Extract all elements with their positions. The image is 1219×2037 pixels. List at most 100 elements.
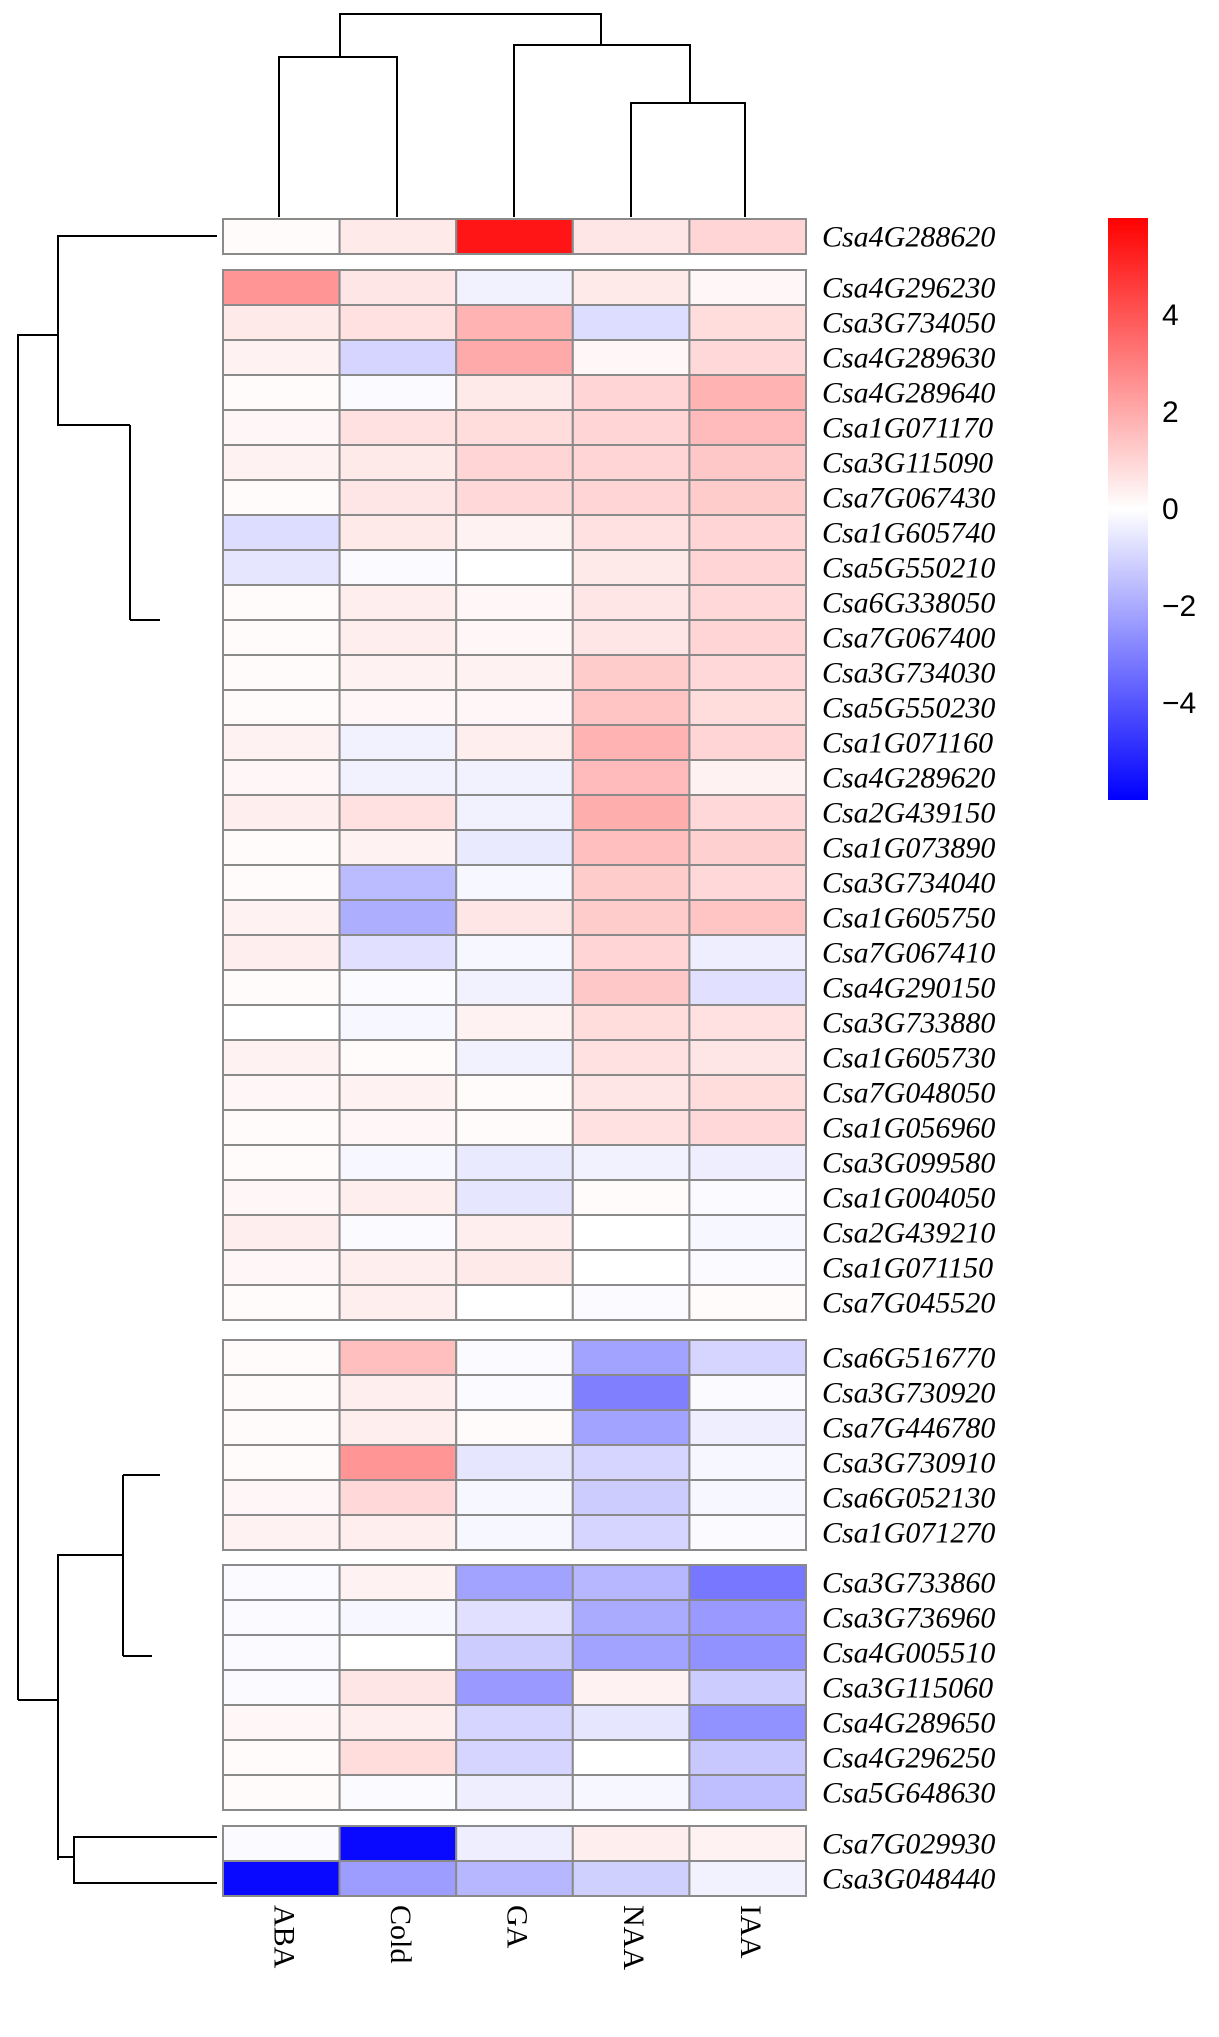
row-label: Csa4G005510	[822, 1637, 995, 1670]
heatmap-cell	[222, 1074, 341, 1111]
heatmap-cell	[222, 1339, 341, 1376]
row-label: Csa1G071170	[822, 412, 993, 445]
heatmap-cell	[455, 339, 574, 376]
heatmap-cell	[222, 1774, 341, 1811]
heatmap-cell	[688, 1339, 808, 1376]
row-label: Csa1G056960	[822, 1112, 995, 1145]
heatmap-cell	[222, 829, 341, 866]
heatmap-cell	[571, 304, 691, 341]
row-dendro-lower-block	[57, 1554, 123, 1700]
heatmap-cell	[571, 829, 691, 866]
heatmap-cell	[222, 374, 341, 411]
heatmap-cell	[338, 1444, 458, 1481]
row-label: Csa3G734050	[822, 307, 995, 340]
heatmap-cell	[222, 549, 341, 586]
heatmap-cell	[571, 759, 691, 796]
heatmap-cell	[688, 514, 808, 551]
col-dendro-root-link	[339, 13, 602, 57]
heatmap-cell	[571, 514, 691, 551]
heatmap-cell	[222, 654, 341, 691]
heatmap-cell	[222, 934, 341, 971]
heatmap-cell	[688, 899, 808, 936]
heatmap-cell	[455, 1339, 574, 1376]
heatmap-cell	[571, 1444, 691, 1481]
heatmap-cell	[455, 1179, 574, 1216]
heatmap-cell	[571, 1704, 691, 1741]
heatmap-cell	[338, 409, 458, 446]
heatmap-cell	[688, 759, 808, 796]
row-label: Csa2G439210	[822, 1217, 995, 1250]
heatmap-cell	[455, 1249, 574, 1286]
heatmap-cell	[455, 654, 574, 691]
heatmap-cell	[571, 1825, 691, 1862]
heatmap-cell	[688, 1739, 808, 1776]
heatmap-cell	[688, 1214, 808, 1251]
heatmap-cell	[338, 969, 458, 1006]
heatmap-cell	[338, 1249, 458, 1286]
heatmap-cell	[338, 1004, 458, 1041]
heatmap-cell	[338, 1284, 458, 1321]
heatmap-cell	[688, 1409, 808, 1446]
row-label: Csa3G734030	[822, 657, 995, 690]
heatmap-cell	[455, 1634, 574, 1671]
heatmap-cell	[338, 829, 458, 866]
heatmap-cell	[571, 934, 691, 971]
row-label: Csa4G296250	[822, 1742, 995, 1775]
heatmap-cell	[338, 1374, 458, 1411]
heatmap-cell	[455, 1860, 574, 1897]
heatmap-cell	[571, 218, 691, 255]
heatmap-cell	[571, 479, 691, 516]
heatmap-cell	[571, 619, 691, 656]
legend-tick-label: 0	[1162, 493, 1179, 526]
heatmap-cell	[222, 1479, 341, 1516]
heatmap-cell	[455, 829, 574, 866]
heatmap-cell	[338, 514, 458, 551]
legend-tick-label: −4	[1162, 687, 1196, 720]
heatmap-cell	[688, 689, 808, 726]
heatmap-cell	[338, 1825, 458, 1862]
heatmap-cell	[571, 1860, 691, 1897]
heatmap-cell	[571, 1109, 691, 1146]
heatmap-cell	[455, 1704, 574, 1741]
row-label: Csa4G288620	[822, 221, 995, 254]
heatmap-cell	[222, 969, 341, 1006]
row-label: Csa3G099580	[822, 1147, 995, 1180]
heatmap-cell	[338, 724, 458, 761]
heatmap-cell	[571, 724, 691, 761]
row-label: Csa1G071160	[822, 727, 993, 760]
heatmap-cell	[688, 619, 808, 656]
row-label: Csa1G071270	[822, 1517, 995, 1550]
row-label: Csa4G289650	[822, 1707, 995, 1740]
row-dendro-last-pair	[73, 1860, 217, 1884]
heatmap-cell	[455, 1039, 574, 1076]
heatmap-cell	[222, 479, 341, 516]
heatmap-cell	[688, 654, 808, 691]
row-label: Csa7G067430	[822, 482, 995, 515]
heatmap-cell	[222, 1444, 341, 1481]
heatmap-cell	[338, 584, 458, 621]
row-label: Csa3G733860	[822, 1567, 995, 1600]
row-label: Csa3G115090	[822, 447, 993, 480]
col-dendro-ga-auxin-link	[513, 44, 691, 217]
legend-color-bar	[1108, 218, 1148, 800]
heatmap-cell	[688, 479, 808, 516]
heatmap-cell	[338, 444, 458, 481]
heatmap-cell	[455, 1374, 574, 1411]
heatmap-cell	[688, 724, 808, 761]
heatmap-cell	[571, 374, 691, 411]
heatmap-cell	[338, 1514, 458, 1551]
row-label: Csa3G048440	[822, 1863, 995, 1896]
row-dendrogram	[17, 235, 217, 1884]
heatmap-cell	[571, 1514, 691, 1551]
heatmap-cell	[688, 269, 808, 306]
heatmap-cell	[455, 1599, 574, 1636]
heatmap-cell	[688, 934, 808, 971]
color-legend: 4 2 0 −2 −4	[1108, 218, 1196, 800]
heatmap-cell	[222, 409, 341, 446]
heatmap-cell	[688, 304, 808, 341]
row-label: Csa3G733880	[822, 1007, 995, 1040]
heatmap-cell	[455, 759, 574, 796]
row-label: Csa3G730920	[822, 1377, 995, 1410]
column-label: ABA	[267, 1905, 300, 1969]
